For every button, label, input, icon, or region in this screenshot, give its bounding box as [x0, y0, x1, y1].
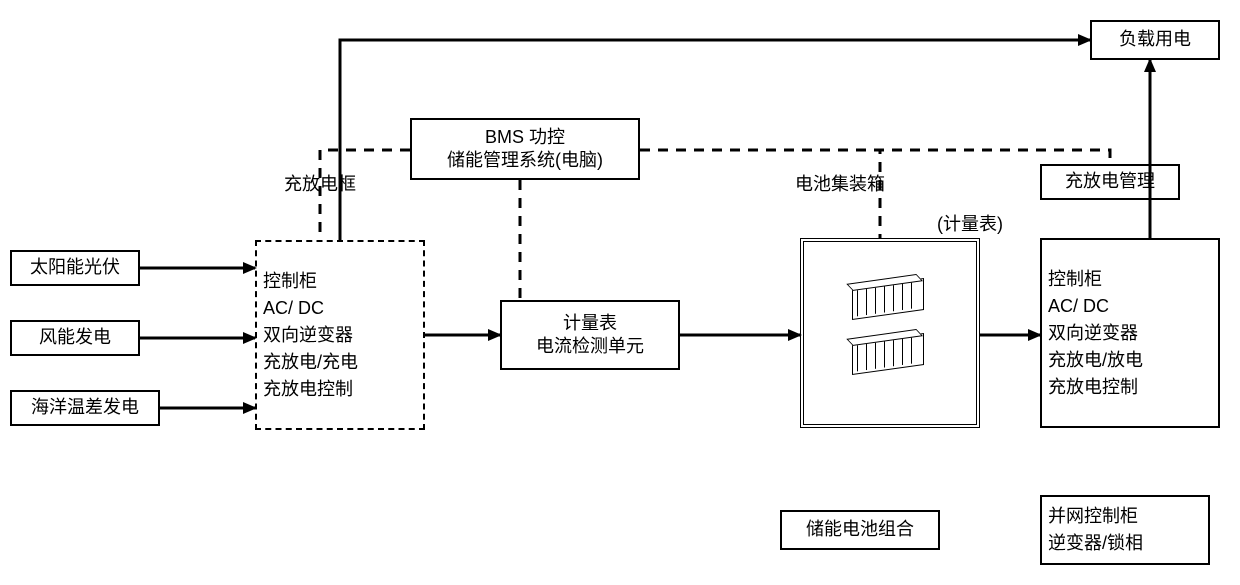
node-charge_mgmt_label: 充放电管理 — [1040, 164, 1180, 200]
node-src_solar: 太阳能光伏 — [10, 250, 140, 286]
node-ctrl_right-line: 充放电/放电 — [1048, 347, 1143, 374]
node-battery_box — [800, 238, 980, 428]
node-ctrl_right-line: 充放电控制 — [1048, 374, 1143, 401]
node-ctrl_left-line: 双向逆变器 — [263, 322, 358, 349]
edge-bms-ctrl_left — [320, 150, 410, 240]
node-ctrl_left-line: 充放电/充电 — [263, 349, 358, 376]
node-grid_ctrl-line: 逆变器/锁相 — [1048, 530, 1143, 557]
node-ctrl_right: 控制柜AC/ DC双向逆变器充放电/放电充放电控制 — [1040, 238, 1220, 428]
node-meter_label: (计量表) — [910, 210, 1030, 234]
node-charge_frame_label: 充放电框 — [260, 170, 380, 194]
node-meter_unit: 计量表 电流检测单元 — [500, 300, 680, 370]
node-grid_ctrl: 并网控制柜逆变器/锁相 — [1040, 495, 1210, 565]
node-ctrl_left-line: AC/ DC — [263, 295, 358, 322]
node-src_wind: 风能发电 — [10, 320, 140, 356]
node-bms: BMS 功控 储能管理系统(电脑) — [410, 118, 640, 180]
node-ctrl_right-line: 双向逆变器 — [1048, 320, 1143, 347]
node-src_ocean: 海洋温差发电 — [10, 390, 160, 426]
node-ctrl_left: 控制柜AC/ DC双向逆变器充放电/充电充放电控制 — [255, 240, 425, 430]
node-ctrl_left-line: 控制柜 — [263, 268, 358, 295]
node-storage_combo: 储能电池组合 — [780, 510, 940, 550]
node-grid_ctrl-line: 并网控制柜 — [1048, 503, 1143, 530]
node-battery_container_label: 电池集装箱 — [770, 170, 910, 194]
node-ctrl_left-line: 充放电控制 — [263, 376, 358, 403]
diagram-canvas: 负载用电 BMS 功控 储能管理系统(电脑) 充放电框 电池集装箱(计量表) 充放电管理… — [0, 0, 1240, 585]
node-ctrl_right-line: AC/ DC — [1048, 293, 1143, 320]
edge-bms-ctrl_right — [640, 150, 1110, 164]
node-load: 负载用电 — [1090, 20, 1220, 60]
node-ctrl_right-line: 控制柜 — [1048, 266, 1143, 293]
